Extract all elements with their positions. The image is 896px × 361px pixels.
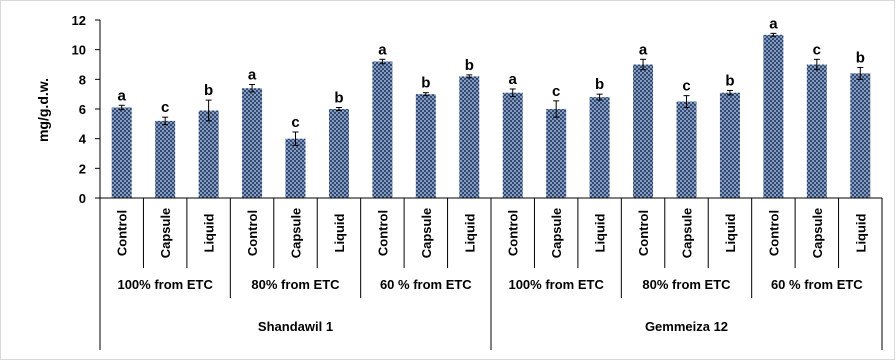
bar bbox=[459, 76, 480, 198]
x-category-label: Control bbox=[245, 210, 260, 256]
bar bbox=[242, 88, 263, 198]
bar bbox=[719, 92, 740, 198]
significance-label: c bbox=[161, 99, 169, 116]
significance-label: a bbox=[378, 41, 387, 58]
significance-label: a bbox=[639, 41, 648, 58]
significance-label: b bbox=[465, 57, 474, 74]
x-category-label: Capsule bbox=[158, 208, 173, 259]
significance-label: b bbox=[725, 72, 734, 89]
error-bar bbox=[596, 93, 603, 101]
bar bbox=[676, 101, 697, 198]
bar bbox=[763, 34, 784, 199]
significance-label: b bbox=[334, 90, 343, 107]
bar bbox=[850, 73, 871, 198]
bar bbox=[806, 64, 827, 198]
x-category-label: Liquid bbox=[332, 213, 347, 252]
significance-label: a bbox=[769, 15, 778, 32]
x-variety-label: Shandawil 1 bbox=[258, 319, 333, 334]
x-group-label: 60 % from ETC bbox=[771, 277, 863, 292]
bars: a c b a c b a b b a c b a c b a c b bbox=[111, 15, 871, 199]
x-category-label: Capsule bbox=[549, 208, 564, 259]
error-bar bbox=[379, 58, 386, 65]
x-group-label: 80% from ETC bbox=[642, 277, 731, 292]
x-group-label: 100% from ETC bbox=[117, 277, 213, 292]
y-axis: 0 2 4 6 8 10 12 bbox=[72, 13, 101, 206]
significance-label: c bbox=[291, 114, 299, 131]
y-axis-title: mg/g.d.w. bbox=[35, 78, 51, 142]
x-category-label: Liquid bbox=[723, 213, 738, 252]
bar bbox=[372, 61, 393, 199]
x-category-label: Liquid bbox=[462, 213, 477, 252]
y-tick-label: 10 bbox=[72, 43, 86, 58]
significance-label: b bbox=[204, 82, 213, 99]
significance-label: c bbox=[682, 78, 690, 95]
y-tick-label: 12 bbox=[72, 13, 86, 28]
bar bbox=[502, 92, 523, 198]
y-tick-label: 6 bbox=[79, 102, 86, 117]
x-group-label: 80% from ETC bbox=[251, 277, 340, 292]
bar bbox=[328, 109, 349, 198]
significance-label: a bbox=[509, 71, 518, 88]
significance-label: c bbox=[813, 41, 821, 58]
x-variety-label: Gemmeiza 12 bbox=[645, 319, 728, 334]
x-group-label: 60 % from ETC bbox=[380, 277, 472, 292]
error-bar bbox=[335, 107, 342, 111]
y-tick-label: 0 bbox=[79, 191, 86, 206]
x-category-label: Control bbox=[766, 210, 781, 256]
error-bar bbox=[205, 99, 212, 122]
error-bar bbox=[683, 95, 690, 109]
error-bar bbox=[857, 66, 864, 80]
bar bbox=[155, 120, 176, 198]
error-bar bbox=[813, 58, 820, 71]
x-group-label: 100% from ETC bbox=[508, 277, 604, 292]
bar bbox=[111, 107, 132, 198]
x-axis: Control Capsule Liquid Control Capsule Liquid… bbox=[99, 197, 883, 350]
error-bar bbox=[726, 89, 733, 96]
x-category-label: Capsule bbox=[419, 208, 434, 259]
error-bar bbox=[640, 58, 647, 71]
bar bbox=[415, 94, 436, 198]
x-category-label: Control bbox=[636, 210, 651, 256]
significance-label: a bbox=[118, 87, 127, 104]
bar bbox=[546, 109, 567, 198]
y-tick-label: 8 bbox=[79, 72, 86, 87]
error-bar bbox=[770, 32, 777, 37]
x-category-label: Capsule bbox=[810, 208, 825, 259]
significance-label: a bbox=[248, 67, 257, 84]
x-category-label: Control bbox=[375, 210, 390, 256]
x-category-label: Control bbox=[506, 210, 521, 256]
x-category-label: Liquid bbox=[593, 213, 608, 252]
error-bar bbox=[249, 84, 256, 93]
bar bbox=[285, 138, 306, 198]
y-tick-label: 4 bbox=[79, 132, 87, 147]
x-category-label: Liquid bbox=[202, 213, 217, 252]
error-bar bbox=[292, 131, 299, 146]
bar bbox=[198, 110, 219, 198]
x-category-label: Liquid bbox=[853, 213, 868, 252]
significance-label: b bbox=[595, 76, 604, 93]
error-bar bbox=[509, 88, 516, 97]
significance-label: b bbox=[421, 75, 430, 92]
significance-label: b bbox=[856, 49, 865, 66]
y-tick-label: 2 bbox=[79, 161, 86, 176]
bar bbox=[589, 97, 610, 198]
significance-label: c bbox=[552, 83, 560, 100]
bar bbox=[633, 64, 654, 198]
error-bar bbox=[118, 104, 125, 111]
x-category-label: Control bbox=[115, 210, 130, 256]
error-bar bbox=[162, 116, 169, 126]
error-bar bbox=[553, 100, 560, 118]
error-bar bbox=[466, 74, 473, 79]
x-category-label: Capsule bbox=[680, 208, 695, 259]
error-bar bbox=[422, 92, 429, 97]
x-category-label: Capsule bbox=[289, 208, 304, 259]
